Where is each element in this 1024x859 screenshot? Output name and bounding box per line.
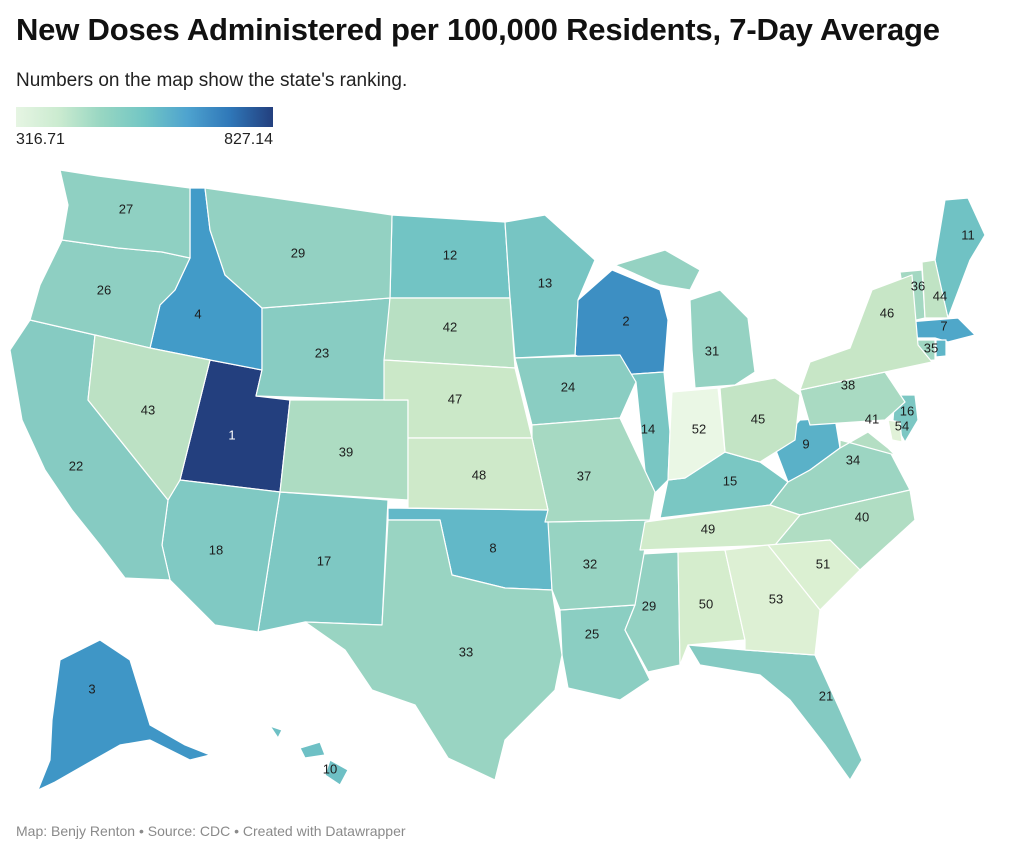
- rank-label-az: 18: [209, 542, 223, 557]
- rank-label-fl: 21: [819, 688, 833, 703]
- state-mi[interactable]: [614, 249, 756, 389]
- rank-label-nd: 12: [443, 247, 457, 262]
- legend-min-label: 316.71: [16, 131, 65, 148]
- rank-label-la: 25: [585, 626, 599, 641]
- rank-label-ok: 8: [489, 540, 496, 555]
- rank-label-ne: 47: [448, 391, 462, 406]
- rank-label-ia: 24: [561, 379, 575, 394]
- rank-label-ct: 35: [924, 340, 938, 355]
- state-ga[interactable]: [724, 544, 821, 656]
- rank-label-wv: 9: [802, 436, 809, 451]
- rank-label-ga: 53: [769, 591, 783, 606]
- state-ak[interactable]: [37, 639, 211, 791]
- rank-label-nh: 44: [933, 288, 947, 303]
- rank-label-ut: 1: [228, 427, 235, 442]
- state-fl[interactable]: [687, 644, 863, 781]
- chart-title: New Doses Administered per 100,000 Resid…: [16, 12, 940, 47]
- rank-label-nj: 16: [900, 403, 914, 418]
- rank-label-hi: 10: [323, 761, 337, 776]
- rank-label-me: 11: [961, 227, 975, 242]
- rank-label-mn: 13: [538, 275, 552, 290]
- rank-label-or: 26: [97, 282, 111, 297]
- state-tn[interactable]: [639, 504, 801, 551]
- rank-label-de: 54: [895, 418, 909, 433]
- rank-label-il: 14: [641, 421, 655, 436]
- rank-label-mi: 31: [705, 343, 719, 358]
- state-al[interactable]: [677, 549, 746, 666]
- state-ny[interactable]: [799, 274, 933, 391]
- state-ri[interactable]: [935, 339, 947, 358]
- state-tx[interactable]: [304, 519, 563, 781]
- rank-label-id: 4: [194, 306, 201, 321]
- rank-label-tx: 33: [459, 644, 473, 659]
- chart-subtitle: Numbers on the map show the state's rank…: [16, 70, 408, 91]
- color-legend: 316.71 827.14: [16, 107, 273, 148]
- state-md[interactable]: [839, 431, 896, 456]
- rank-label-ak: 3: [88, 681, 95, 696]
- map-canvas: 1234789101112131415161718212223242526272…: [9, 169, 986, 791]
- rank-label-va: 34: [846, 452, 860, 467]
- state-nh[interactable]: [921, 259, 949, 319]
- rank-label-sc: 51: [816, 556, 830, 571]
- legend-gradient-bar: [16, 107, 273, 127]
- rank-label-wi: 2: [622, 313, 629, 328]
- state-wa[interactable]: [59, 169, 191, 259]
- state-ar[interactable]: [547, 519, 651, 611]
- rank-label-ky: 15: [723, 473, 737, 488]
- rank-label-pa: 38: [841, 377, 855, 392]
- rank-label-wa: 27: [119, 201, 133, 216]
- rank-label-ms: 29: [642, 598, 656, 613]
- rank-label-oh: 45: [751, 411, 765, 426]
- state-mt[interactable]: [204, 187, 393, 309]
- rank-label-mo: 37: [577, 468, 591, 483]
- state-de[interactable]: [887, 419, 903, 443]
- state-ia[interactable]: [514, 354, 637, 426]
- state-nv[interactable]: [87, 334, 211, 501]
- state-in[interactable]: [667, 387, 726, 481]
- rank-label-nv: 43: [141, 402, 155, 417]
- rank-label-in: 52: [692, 421, 706, 436]
- legend-max-label: 827.14: [224, 131, 273, 148]
- rank-label-nc: 40: [855, 509, 869, 524]
- rank-label-ma: 7: [940, 318, 947, 333]
- us-state-map: 1 2 3 4 7 8 9 10 11 12 13 14 15 16 17 18 21 22 23 24 25 26 27 2…: [0, 150, 1024, 830]
- rank-label-mt: 29: [291, 245, 305, 260]
- rank-label-ny: 46: [880, 305, 894, 320]
- rank-label-vt: 36: [911, 278, 925, 293]
- rank-label-nm: 17: [317, 553, 331, 568]
- rank-label-ca: 22: [69, 458, 83, 473]
- rank-label-co: 39: [339, 444, 353, 459]
- footer-credit: Map: Benjy Renton • Source: CDC • Create…: [16, 823, 406, 839]
- rank-label-ks: 48: [472, 467, 486, 482]
- rank-label-tn: 49: [701, 521, 715, 536]
- state-ks[interactable]: [407, 437, 549, 511]
- state-mo[interactable]: [531, 417, 656, 523]
- state-hi[interactable]: [269, 725, 349, 786]
- rank-label-md: 41: [865, 411, 879, 426]
- rank-label-ar: 32: [583, 556, 597, 571]
- rank-label-sd: 42: [443, 319, 457, 334]
- rank-label-wy: 23: [315, 345, 329, 360]
- rank-label-al: 50: [699, 596, 713, 611]
